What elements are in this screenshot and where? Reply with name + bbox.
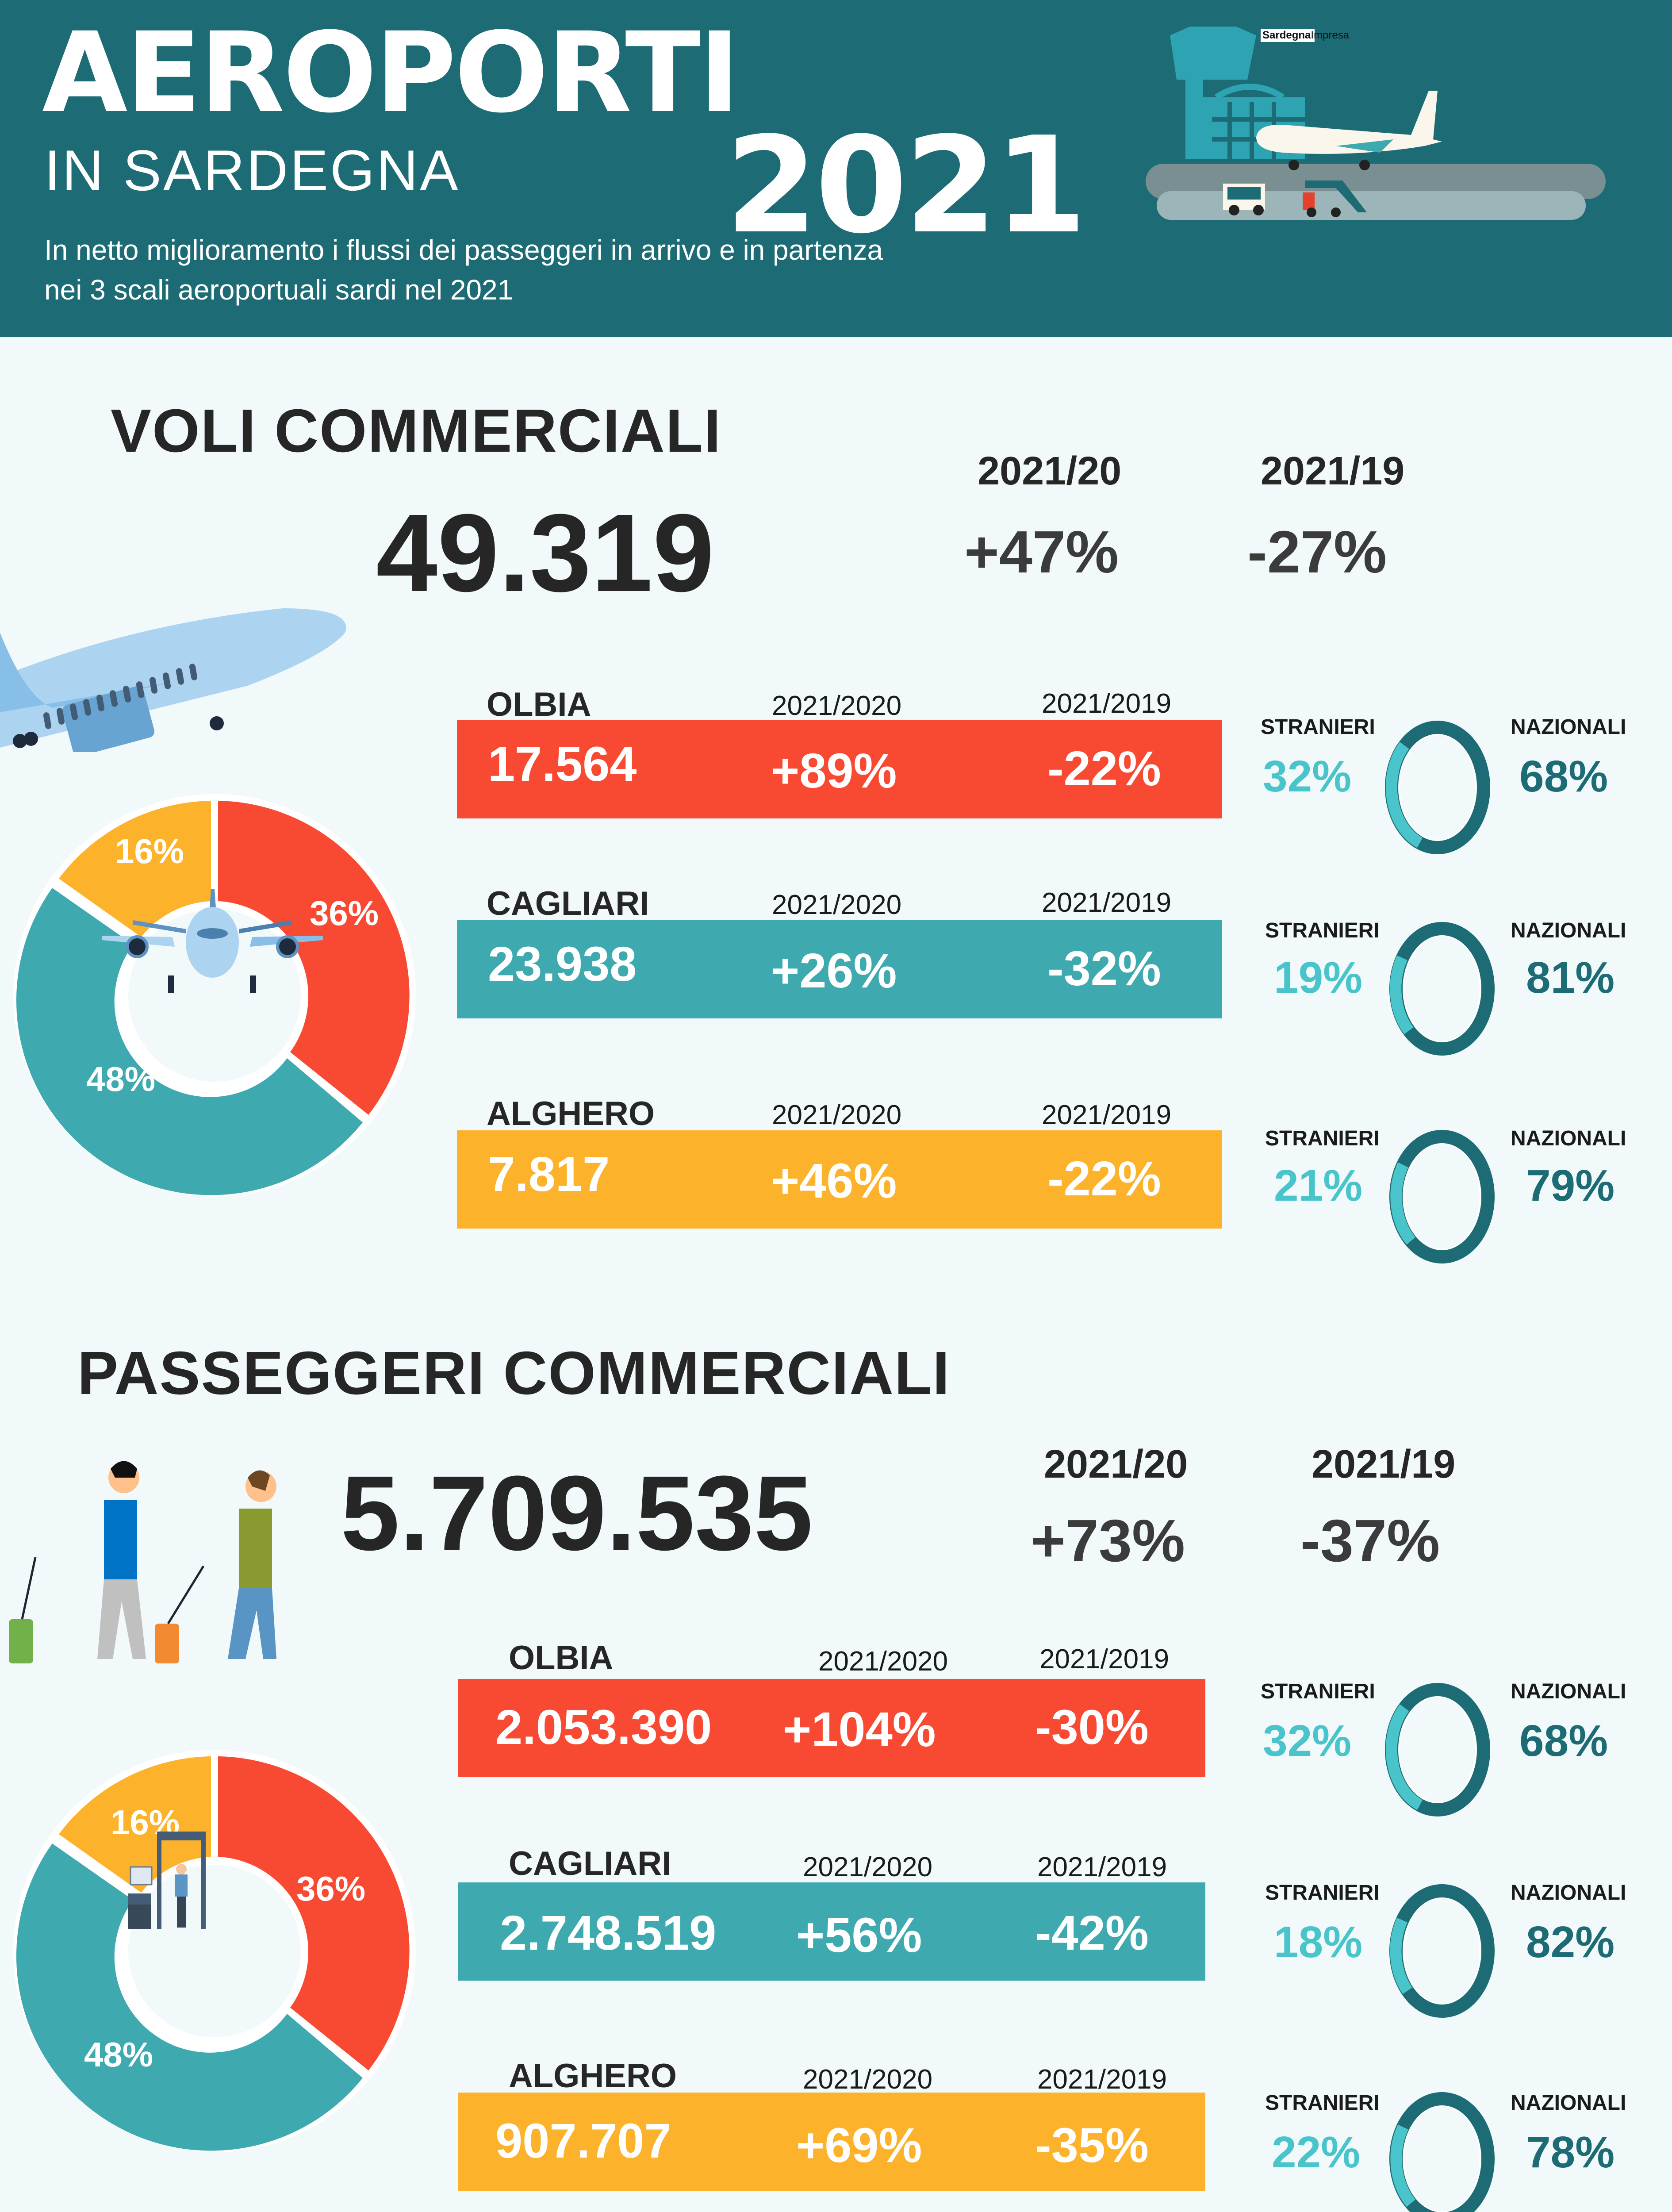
passeggeri-total: 5.709.535: [341, 1454, 813, 1572]
travelers-with-luggage-icon: [4, 1451, 314, 1665]
voli-cmp1-value: +47%: [964, 518, 1119, 585]
airport-illustration-icon: [1128, 18, 1623, 303]
header-description: In netto miglioramento i flussi dei pass…: [44, 234, 883, 306]
airplane-takeoff-icon: [0, 566, 354, 757]
donut-label-olbia: 36%: [310, 894, 379, 933]
stranieri-nazionali-ring: [1389, 1884, 1495, 2018]
page-year: 2021: [725, 108, 1087, 263]
page-title: AEROPORTI: [42, 8, 740, 137]
airplane-front-icon: [102, 889, 323, 1015]
voli-airport-share-donut: [11, 792, 418, 1201]
airport-bar: 2.748.519 +56% -42%: [458, 1882, 1205, 1981]
donut-slice-cagliari: [16, 1843, 363, 2151]
stranieri-nazionali-ring: [1389, 1130, 1495, 1263]
airport-bar: 23.938 +26% -32%: [457, 920, 1222, 1018]
donut-slice-olbia: [218, 801, 410, 1115]
passeggeri-airport-share-donut: [11, 1747, 418, 2156]
donut-label-cagliari: 48%: [86, 1060, 156, 1098]
stranieri-nazionali-ring: [1385, 721, 1490, 854]
airport-bar: 2.053.390 +104% -30%: [458, 1679, 1205, 1777]
stranieri-nazionali-ring: [1389, 2092, 1495, 2212]
donut-slice-alghero: [59, 801, 211, 937]
donut-label-olbia: 36%: [296, 1869, 366, 1908]
section-title-voli: VOLI COMMERCIALI: [111, 397, 722, 465]
donut-label-alghero: 16%: [115, 832, 184, 871]
passeggeri-cmp2-label: 2021/19: [1312, 1442, 1456, 1486]
donut-slice-cagliari: [16, 888, 363, 1195]
stranieri-nazionali-ring: [1389, 922, 1495, 1056]
donut-label-cagliari: 48%: [84, 2035, 153, 2074]
security-scanner-icon: [128, 1832, 283, 1931]
voli-cmp2-value: -27%: [1247, 518, 1387, 585]
sardegna-impresa-logo: SardegnaImpresa: [1261, 29, 1349, 42]
stranieri-nazionali-ring: [1385, 1683, 1490, 1816]
airport-bar: 7.817 +46% -22%: [457, 1130, 1222, 1229]
voli-cmp1-label: 2021/20: [978, 449, 1122, 493]
passeggeri-cmp2-value: -37%: [1300, 1507, 1440, 1574]
passeggeri-cmp1-value: +73%: [1031, 1507, 1185, 1574]
donut-slice-olbia: [218, 1756, 410, 2070]
passeggeri-cmp1-label: 2021/20: [1044, 1442, 1188, 1486]
donut-slice-alghero: [59, 1756, 211, 1893]
page-subtitle: IN SARDEGNA: [44, 138, 460, 203]
airport-bar: 907.707 +69% -35%: [458, 2093, 1205, 2191]
voli-cmp2-label: 2021/19: [1261, 449, 1405, 493]
airport-bar: 17.564 +89% -22%: [457, 720, 1222, 818]
voli-total: 49.319: [376, 491, 714, 614]
section-title-passeggeri: PASSEGGERI COMMERCIALI: [77, 1339, 951, 1407]
